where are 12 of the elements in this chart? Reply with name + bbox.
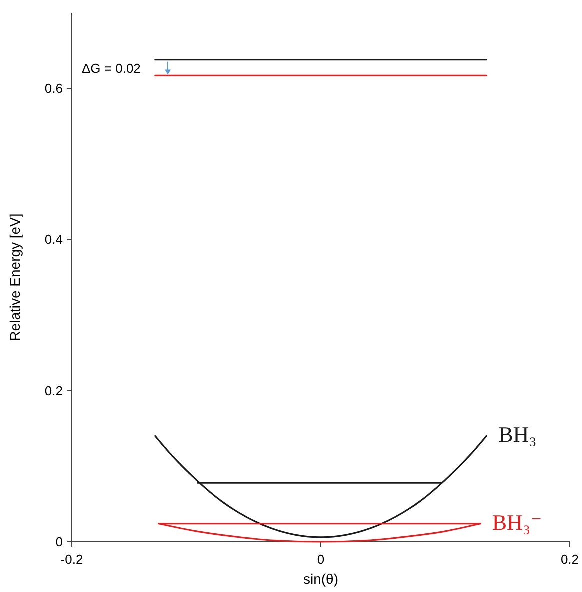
x-tick-label: 0.2 <box>560 552 580 567</box>
x-tick-label: -0.2 <box>60 552 84 567</box>
series-label: BH₃ <box>498 422 537 448</box>
x-tick-label: 0 <box>317 552 325 567</box>
x-axis-title: sin(θ) <box>303 571 339 587</box>
y-tick-label: 0 <box>56 534 63 550</box>
y-axis-title: Relative Energy [eV] <box>7 214 23 342</box>
series-label: BH₃⁻ <box>492 510 542 535</box>
annotation: ΔG = 0.02 <box>82 61 141 76</box>
y-tick-label: 0.6 <box>44 81 63 96</box>
y-tick-label: 0.4 <box>44 232 63 248</box>
y-tick-label: 0.2 <box>44 383 63 398</box>
